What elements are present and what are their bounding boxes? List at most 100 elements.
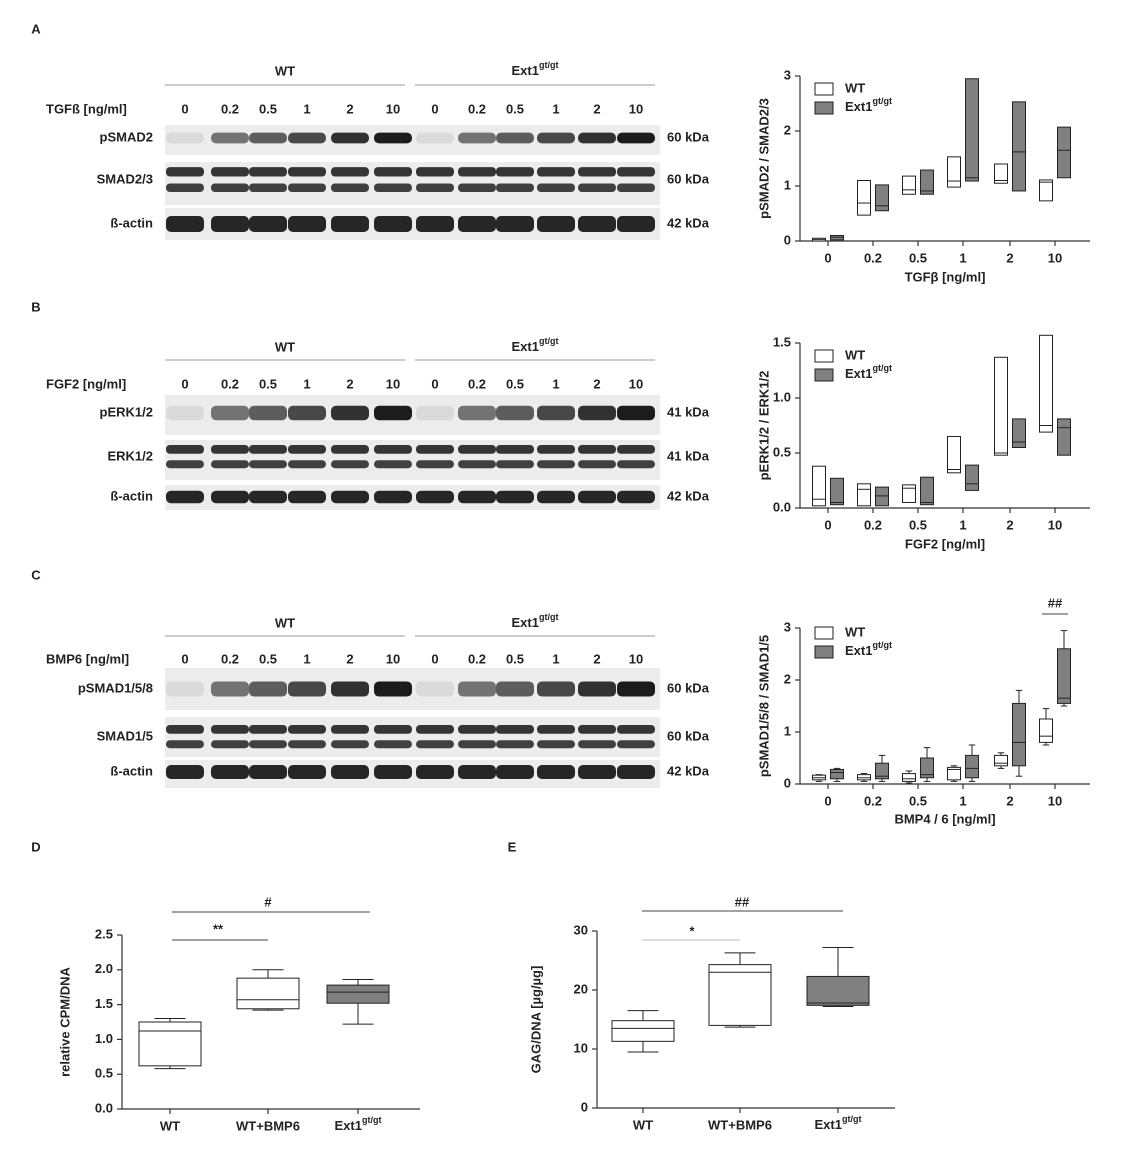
x-axis-label: FGF2 [ng/ml] (905, 536, 985, 551)
band (617, 183, 655, 193)
y-tick-label: 0 (784, 232, 791, 247)
x-axis-label: BMP4 / 6 [ng/ml] (894, 811, 995, 826)
band (537, 681, 575, 697)
box (902, 484, 916, 503)
band (416, 132, 454, 144)
band (288, 460, 326, 469)
band (537, 445, 575, 454)
band (331, 765, 369, 779)
band (331, 167, 369, 177)
y-tick-label: 0 (784, 775, 791, 790)
box (965, 78, 979, 182)
group-label: WT (275, 63, 295, 78)
x-tick-label: 1 (959, 517, 966, 532)
band (416, 445, 454, 454)
band (288, 681, 326, 697)
box (1057, 418, 1071, 456)
dose-label: 0.2 (221, 101, 239, 116)
band (288, 725, 326, 734)
legend-label: WT (845, 624, 865, 639)
x-tick-label: WT+BMP6 (236, 1118, 300, 1133)
x-tick-label: 0 (824, 517, 831, 532)
band (166, 740, 204, 749)
box (1039, 179, 1053, 202)
x-tick-label: WT+BMP6 (708, 1117, 772, 1132)
band (374, 740, 412, 749)
band (496, 405, 534, 421)
box (708, 964, 772, 1026)
legend-swatch (814, 349, 834, 363)
box (902, 175, 916, 195)
y-tick-label: 0.0 (95, 1100, 113, 1115)
band (458, 490, 496, 504)
group-label-base: Ext1 (512, 339, 539, 354)
box (994, 163, 1008, 184)
significance-label: ** (213, 921, 224, 936)
band (249, 132, 287, 144)
legend-label: Ext1gt/gt (845, 363, 892, 381)
band (288, 216, 326, 232)
kda-label: 42 kDa (667, 763, 710, 778)
significance-label: * (689, 923, 695, 938)
x-tick-label: 10 (1048, 517, 1062, 532)
kda-label: 42 kDa (667, 215, 710, 230)
band (249, 460, 287, 469)
band (496, 490, 534, 504)
x-tick-label: 2 (1006, 793, 1013, 808)
box (965, 754, 979, 779)
band (166, 167, 204, 177)
band (496, 183, 534, 193)
band (416, 405, 454, 421)
y-tick-label: 1.0 (95, 1031, 113, 1046)
dose-label: 2 (346, 376, 353, 391)
x-tick-label-base: Ext1 (335, 1118, 362, 1133)
kda-label: 60 kDa (667, 728, 710, 743)
band (416, 460, 454, 469)
dose-label: 0.2 (468, 376, 486, 391)
dose-label: 1 (552, 651, 559, 666)
band (537, 765, 575, 779)
band (416, 765, 454, 779)
box (326, 984, 390, 1004)
dose-label: 0.2 (468, 651, 486, 666)
band (331, 725, 369, 734)
band (288, 132, 326, 144)
x-axis-label: TGFβ [ng/ml] (905, 269, 986, 284)
box (965, 464, 979, 491)
dose-label: 2 (593, 101, 600, 116)
band (537, 460, 575, 469)
significance-label: ## (1048, 595, 1063, 610)
band (211, 765, 249, 779)
dose-label: 10 (629, 651, 643, 666)
panel-letter: B (31, 299, 40, 314)
kda-label: 41 kDa (667, 448, 710, 463)
band (578, 460, 616, 469)
box (920, 169, 934, 195)
dose-label: 1 (552, 101, 559, 116)
y-tick-label: 1.0 (773, 389, 791, 404)
dose-label: 0.2 (221, 651, 239, 666)
band (374, 183, 412, 193)
dose-label: 0 (181, 376, 188, 391)
dose-label: 0.5 (506, 101, 524, 116)
band (458, 765, 496, 779)
y-tick-label: 10 (574, 1040, 588, 1055)
band (416, 167, 454, 177)
band (166, 132, 204, 144)
box (902, 773, 916, 782)
y-tick-label: 20 (574, 981, 588, 996)
y-tick-label: 3 (784, 67, 791, 82)
band (537, 725, 575, 734)
band (416, 183, 454, 193)
group-label-sup: gt/gt (539, 336, 559, 346)
dose-label: 1 (303, 376, 310, 391)
dose-label: 0 (431, 376, 438, 391)
band (617, 167, 655, 177)
band (331, 405, 369, 421)
kda-label: 41 kDa (667, 404, 710, 419)
x-tick-label-sup: gt/gt (842, 1114, 862, 1124)
x-tick-label: 1 (959, 250, 966, 265)
band (211, 167, 249, 177)
band (288, 445, 326, 454)
y-axis-label: pSMAD2 / SMAD2/3 (756, 98, 771, 219)
